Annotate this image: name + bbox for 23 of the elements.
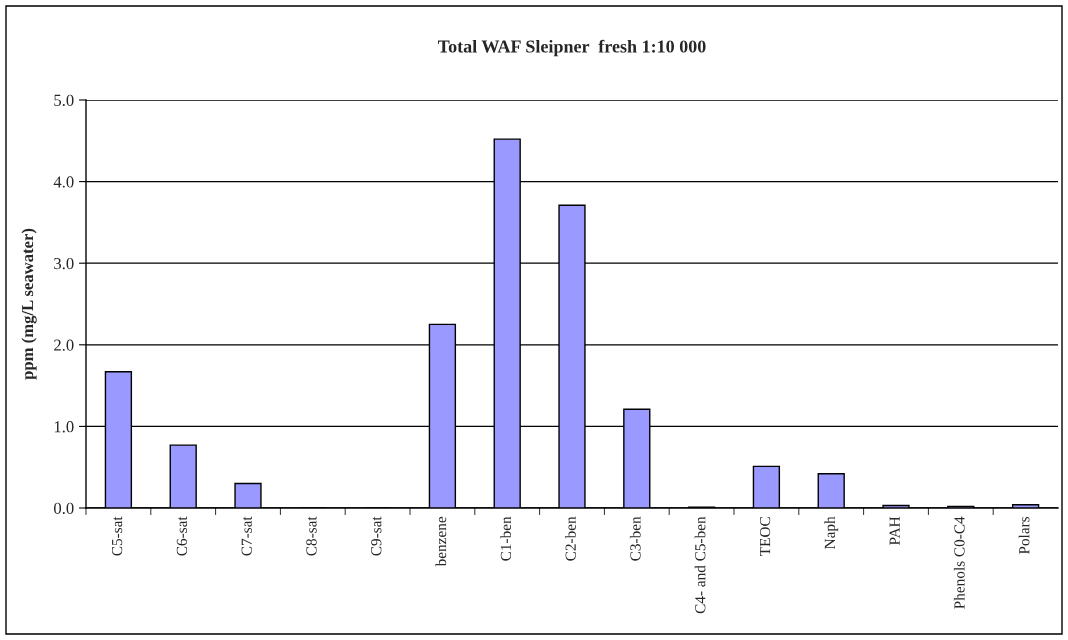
x-tick-label: C9-sat [371, 516, 382, 556]
x-tick-label: PAH [889, 516, 900, 546]
chart-title: Total WAF Sleipner fresh 1:10 000 [438, 39, 706, 57]
y-tick-label: 0.0 [54, 502, 74, 515]
y-tick-label: 5.0 [54, 94, 74, 107]
x-tick-label: Polars [1018, 516, 1030, 555]
y-tick-label: 2.0 [54, 339, 74, 351]
x-tick-label: C8-sat [306, 516, 317, 556]
x-tick-label: C3-ben [629, 516, 641, 561]
x-tick-label: C4- and C5-ben [694, 516, 706, 614]
x-tick-label: benzene [435, 516, 447, 567]
x-tick-label: TEOC [759, 517, 771, 556]
y-tick-label: 3.0 [54, 257, 74, 270]
x-tick-label: C6-sat [176, 516, 188, 556]
y-axis-title: ppm (mg/L seawater) [21, 228, 37, 380]
x-tick-label: Phenols C0-C4 [953, 516, 965, 609]
y-tick-label: 1.0 [54, 421, 74, 433]
x-tick-label: C2-ben [565, 516, 576, 561]
x-tick-label: C5-sat [111, 516, 123, 556]
x-tick-label: C7-sat [241, 516, 252, 556]
x-tick-label: C1-ben [500, 516, 512, 561]
y-tick-label: 4.0 [53, 176, 74, 188]
x-tick-label: Naph [824, 516, 839, 549]
